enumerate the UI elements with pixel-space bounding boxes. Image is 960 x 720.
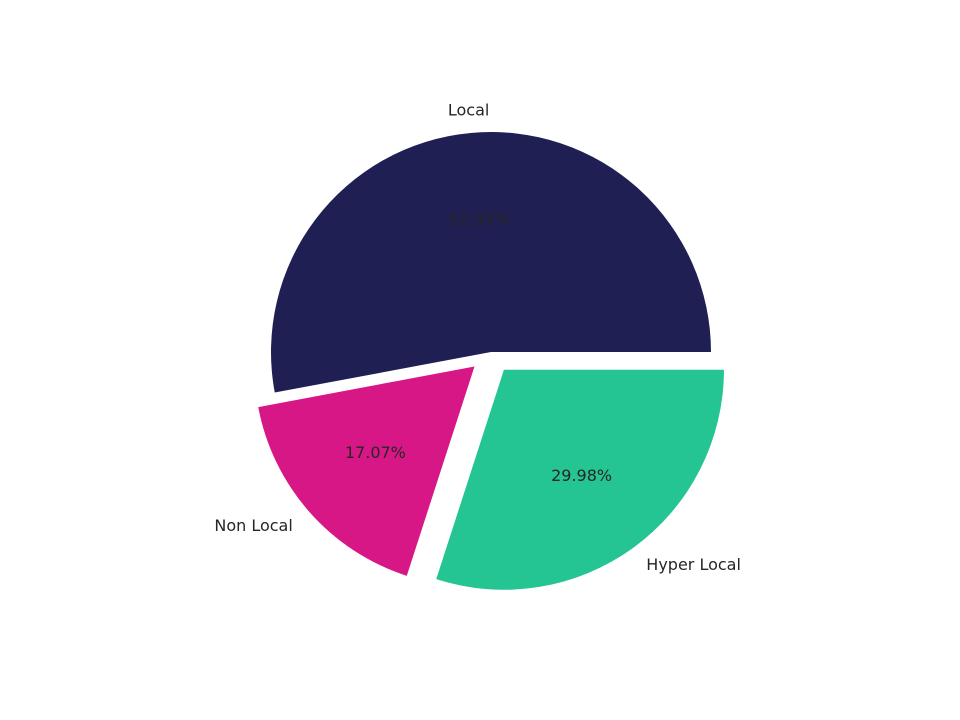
slice-label: Local <box>448 101 489 120</box>
slice-label: Hyper Local <box>646 555 741 574</box>
pie-slice <box>270 131 711 393</box>
pie-slice <box>258 366 475 576</box>
pie-slice <box>436 369 724 590</box>
value-label: 29.98% <box>551 466 612 485</box>
value-label: 52.95% <box>448 210 509 229</box>
value-label: 17.07% <box>345 443 406 462</box>
slice-label: Non Local <box>214 516 292 535</box>
